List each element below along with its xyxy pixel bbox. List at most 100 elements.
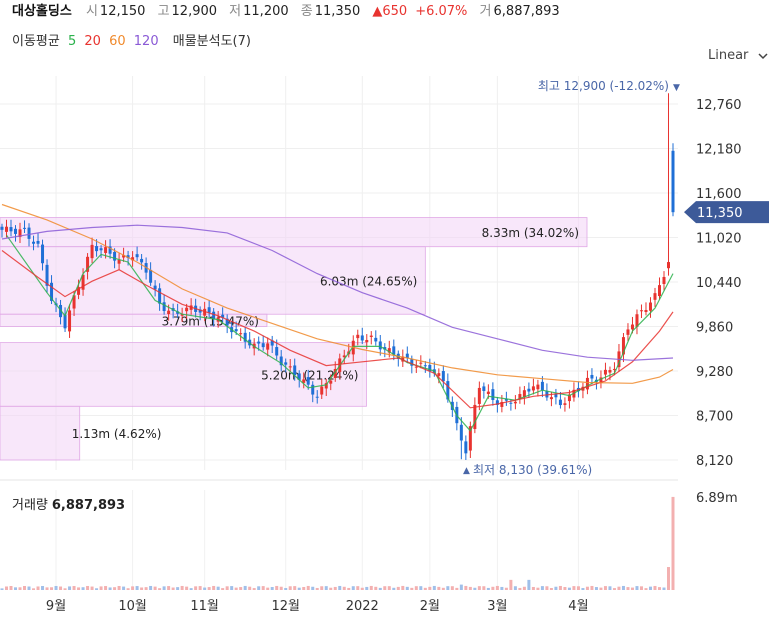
volume-profile-label[interactable]: 매물분석도(7) [172,34,251,49]
candle-body[interactable] [653,293,657,300]
candle-body[interactable] [612,368,616,370]
candle-body[interactable] [284,362,288,365]
candle-body[interactable] [531,386,535,391]
candle-body[interactable] [545,391,549,398]
candle-body[interactable] [446,381,450,400]
candle-body[interactable] [329,380,333,384]
candle-body[interactable] [72,295,76,309]
candle-body[interactable] [167,310,171,314]
candle-body[interactable] [621,337,625,355]
candle-body[interactable] [401,356,405,362]
candle-body[interactable] [95,246,99,252]
candle-body[interactable] [473,404,477,429]
candle-body[interactable] [18,229,22,237]
candle-body[interactable] [225,318,229,326]
candle-body[interactable] [504,398,508,401]
candle-body[interactable] [261,343,265,348]
candle-body[interactable] [509,402,513,404]
candle-body[interactable] [203,308,207,316]
candle-body[interactable] [86,256,90,272]
candle-body[interactable] [212,311,216,319]
candle-body[interactable] [243,332,247,342]
candle-body[interactable] [360,335,364,341]
candle-body[interactable] [441,371,445,382]
candle-body[interactable] [185,307,189,312]
candle-body[interactable] [464,441,468,454]
candle-body[interactable] [423,365,427,367]
candle-body[interactable] [608,370,612,373]
candle-body[interactable] [140,258,144,263]
candle-body[interactable] [459,424,463,441]
candle-body[interactable] [657,285,661,297]
scale-dropdown[interactable]: Linear [708,48,769,63]
candle-body[interactable] [437,373,441,376]
candle-body[interactable] [234,329,238,332]
candle-body[interactable] [666,262,670,269]
candle-body[interactable] [27,227,31,239]
candle-body[interactable] [540,381,544,391]
candle-body[interactable] [306,377,310,385]
candle-body[interactable] [428,364,432,372]
candle-body[interactable] [104,247,108,253]
candle-body[interactable] [369,335,373,337]
candle-body[interactable] [320,386,324,395]
moving-average-legend[interactable]: 이동평균 5 20 60 120 매물분석도(7) [12,30,255,49]
candle-body[interactable] [131,257,135,261]
candle-body[interactable] [63,314,67,329]
candle-body[interactable] [468,426,472,451]
candle-body[interactable] [153,285,157,290]
candle-body[interactable] [59,304,63,318]
candle-body[interactable] [41,244,45,264]
candle-body[interactable] [45,264,49,286]
candle-body[interactable] [81,274,85,290]
candle-body[interactable] [23,227,27,229]
candle-body[interactable] [342,355,346,358]
candle-body[interactable] [527,388,531,392]
candle-body[interactable] [207,307,211,313]
candle-body[interactable] [410,359,414,366]
candle-body[interactable] [162,302,166,312]
candle-body[interactable] [5,226,9,232]
candle-body[interactable] [374,337,378,342]
candle-body[interactable] [644,310,648,313]
candle-body[interactable] [513,401,517,404]
candle-body[interactable] [77,287,81,295]
candle-body[interactable] [221,314,225,318]
candle-body[interactable] [491,389,495,400]
candle-body[interactable] [635,314,639,327]
candle-body[interactable] [648,302,652,311]
candle-body[interactable] [149,269,153,283]
candle-body[interactable] [90,244,94,259]
candle-body[interactable] [378,341,382,350]
candle-body[interactable] [333,368,337,378]
candle-body[interactable] [626,329,630,335]
candle-body[interactable] [567,394,571,402]
candle-body[interactable] [549,397,553,400]
candle-body[interactable] [486,391,490,394]
candle-body[interactable] [482,386,486,391]
candle-body[interactable] [392,346,396,355]
candle-body[interactable] [50,282,54,301]
candle-body[interactable] [275,347,279,356]
candle-body[interactable] [356,334,360,339]
candle-body[interactable] [671,150,675,213]
candle-body[interactable] [68,310,72,332]
candle-body[interactable] [239,333,243,335]
candle-body[interactable] [36,240,40,244]
candle-body[interactable] [113,251,117,261]
candle-body[interactable] [662,276,666,284]
candle-body[interactable] [32,241,36,244]
candle-body[interactable] [522,390,526,398]
candle-body[interactable] [180,314,184,316]
candle-body[interactable] [500,402,504,407]
candle-body[interactable] [630,324,634,330]
candle-body[interactable] [158,288,162,304]
candle-body[interactable] [518,394,522,400]
candle-body[interactable] [108,246,112,254]
candle-body[interactable] [117,259,121,264]
candle-body[interactable] [135,254,139,258]
candle-body[interactable] [293,365,297,376]
candle-body[interactable] [198,309,202,313]
candle-body[interactable] [315,396,319,398]
